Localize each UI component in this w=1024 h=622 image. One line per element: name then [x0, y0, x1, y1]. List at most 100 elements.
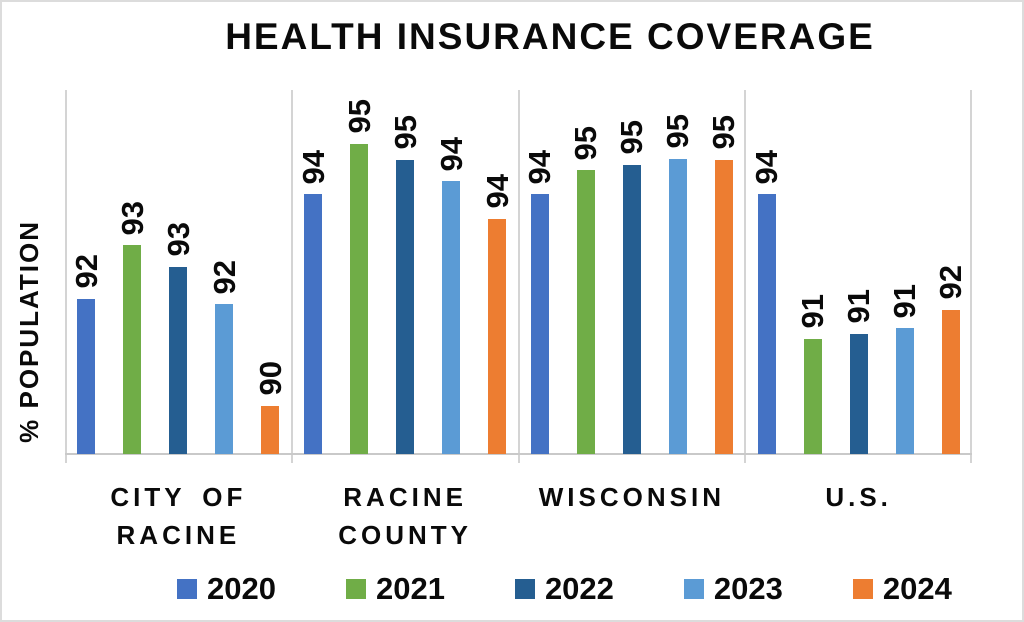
value-label-2021-u-s: 91 — [795, 294, 831, 329]
value-label-2022-wisconsin: 95 — [614, 120, 650, 155]
value-label-2021-racine-county: 95 — [341, 99, 377, 134]
x-axis-label-wisconsin: WISCONSIN — [519, 478, 746, 516]
chart-title: HEALTH INSURANCE COVERAGE — [225, 16, 875, 57]
bar-2020-racine-county — [304, 194, 323, 454]
bar-2024-u-s — [941, 309, 960, 454]
value-label-2020-city-of-racine: 92 — [68, 254, 104, 289]
legend-swatch-2020 — [177, 579, 197, 599]
legend: 2020 2021 2022 2023 2024 — [177, 572, 952, 606]
x-axis-label-line: WISCONSIN — [538, 482, 725, 512]
x-axis-labels: CITY OF RACINE RACINE COUNTY WISCONSIN U.S. — [65, 478, 972, 554]
gridline-separator-3 — [744, 90, 747, 463]
value-label-2022-u-s: 91 — [841, 289, 877, 324]
x-axis-label-line: CITY OF — [110, 482, 247, 512]
bar-2024-wisconsin — [714, 159, 733, 454]
value-label-2024-wisconsin: 95 — [706, 115, 742, 150]
legend-swatch-2022 — [514, 579, 535, 599]
value-label-2021-wisconsin: 95 — [568, 125, 604, 161]
value-label-2020-racine-county: 94 — [295, 149, 331, 185]
x-axis-label-u-s: U.S. — [745, 478, 972, 516]
y-axis-label: % POPULATION — [14, 220, 44, 443]
bar-2020-city-of-racine — [77, 298, 96, 454]
bar-2021-city-of-racine — [123, 245, 142, 454]
value-label-2024-city-of-racine: 90 — [252, 361, 288, 396]
bar-groups: 92 93 93 92 90 94 95 95 94 94 94 95 95 95 95 94 91 91 91 92 — [65, 90, 972, 454]
x-axis-label-line: U.S. — [825, 482, 892, 512]
bar-2022-wisconsin — [622, 164, 641, 454]
legend-swatch-2024 — [852, 579, 873, 599]
bar-2021-wisconsin — [576, 170, 595, 454]
bar-2022-u-s — [849, 333, 868, 454]
bar-column-2024-racine-county: 94 — [479, 174, 515, 454]
value-label-2023-racine-county: 94 — [433, 136, 469, 171]
bar-2023-city-of-racine — [215, 304, 234, 454]
value-label-2024-racine-county: 94 — [479, 174, 515, 209]
bar-column-2022-city-of-racine: 93 — [160, 222, 196, 454]
bar-2022-racine-county — [396, 159, 415, 454]
legend-item-2024: 2024 — [852, 571, 952, 606]
value-label-2022-racine-county: 95 — [387, 115, 423, 150]
legend-label-2021: 2021 — [375, 571, 445, 606]
value-label-2022-city-of-racine: 93 — [160, 222, 196, 257]
legend-label-2022: 2022 — [544, 571, 614, 606]
bar-2020-u-s — [757, 194, 776, 454]
bar-column-2024-wisconsin: 95 — [706, 115, 742, 454]
x-axis-label-line: RACINE — [343, 482, 467, 512]
bar-column-2023-racine-county: 94 — [433, 136, 469, 454]
value-label-2020-u-s: 94 — [749, 149, 785, 185]
bar-column-2024-u-s: 92 — [933, 265, 969, 454]
bar-column-2020-wisconsin: 94 — [522, 149, 558, 454]
bar-2020-wisconsin — [530, 194, 549, 454]
value-label-2024-u-s: 92 — [933, 265, 969, 300]
bar-column-2020-racine-county: 94 — [295, 149, 331, 454]
bar-column-2020-city-of-racine: 92 — [68, 254, 104, 454]
plot-area: 92 93 93 92 90 94 95 95 94 94 94 95 95 95 95 94 91 91 91 92 — [65, 90, 972, 463]
bar-column-2021-racine-county: 95 — [341, 99, 377, 454]
bar-column-2023-u-s: 91 — [887, 283, 923, 454]
bar-column-2022-wisconsin: 95 — [614, 120, 650, 454]
bar-column-2022-u-s: 91 — [841, 289, 877, 454]
bar-2023-wisconsin — [668, 158, 687, 454]
bar-column-2021-wisconsin: 95 — [568, 125, 604, 454]
legend-label-2020: 2020 — [207, 571, 276, 606]
category-group-u-s: 94 91 91 91 92 — [745, 90, 972, 454]
bar-column-2022-racine-county: 95 — [387, 115, 423, 454]
plot-right-border-line — [970, 90, 972, 463]
legend-item-2023: 2023 — [683, 571, 783, 606]
bar-column-2020-u-s: 94 — [749, 149, 785, 454]
bar-2023-u-s — [895, 328, 914, 454]
x-axis-label-line: COUNTY — [338, 520, 473, 550]
bar-2022-city-of-racine — [169, 266, 188, 454]
gridline-separator-2 — [517, 90, 520, 463]
legend-swatch-2023 — [683, 579, 704, 599]
category-group-wisconsin: 94 95 95 95 95 — [519, 90, 746, 454]
bar-2021-u-s — [803, 338, 822, 454]
bar-column-2021-u-s: 91 — [795, 294, 831, 454]
bar-column-2023-city-of-racine: 92 — [206, 259, 242, 454]
x-axis-label-city-of-racine: CITY OF RACINE — [65, 478, 292, 554]
x-axis-label-racine-county: RACINE COUNTY — [292, 478, 519, 554]
legend-label-2023: 2023 — [713, 571, 783, 606]
legend-item-2022: 2022 — [514, 571, 614, 606]
y-axis-line — [65, 90, 67, 463]
legend-swatch-2021 — [345, 579, 366, 599]
value-label-2023-city-of-racine: 92 — [206, 259, 242, 295]
category-group-city-of-racine: 92 93 93 92 90 — [65, 90, 292, 454]
value-label-2023-u-s: 91 — [887, 283, 923, 319]
category-group-racine-county: 94 95 95 94 94 — [292, 90, 519, 454]
bar-2024-city-of-racine — [261, 405, 280, 454]
legend-label-2024: 2024 — [882, 571, 952, 606]
value-label-2023-wisconsin: 95 — [660, 114, 696, 149]
value-label-2021-city-of-racine: 93 — [114, 200, 150, 236]
bar-column-2024-city-of-racine: 90 — [252, 361, 288, 454]
gridline-separator-1 — [290, 90, 293, 463]
value-label-2020-wisconsin: 94 — [522, 149, 558, 185]
legend-item-2020: 2020 — [177, 572, 276, 606]
x-axis-line — [65, 453, 972, 455]
bar-column-2021-city-of-racine: 93 — [114, 200, 150, 454]
bar-column-2023-wisconsin: 95 — [660, 114, 696, 454]
bar-2021-racine-county — [350, 143, 369, 454]
x-axis-label-line: RACINE — [116, 520, 241, 550]
legend-item-2021: 2021 — [345, 571, 445, 606]
